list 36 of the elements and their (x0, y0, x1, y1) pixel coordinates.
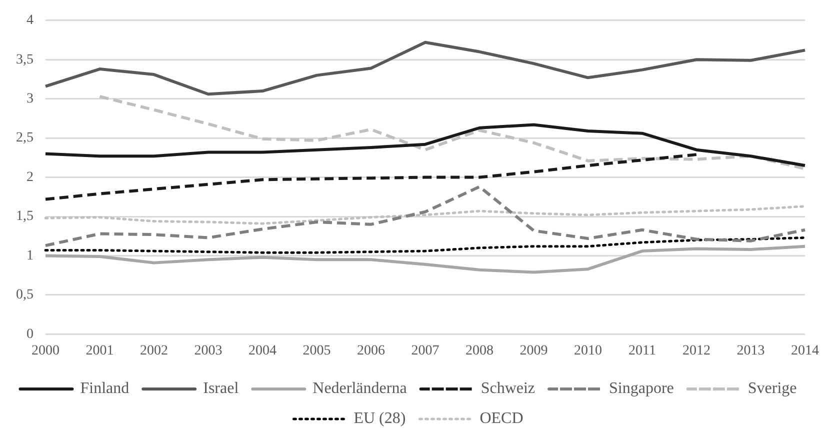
x-tick-label: 2007 (411, 343, 440, 358)
y-tick-label: 2,5 (16, 130, 34, 146)
y-tick-label: 0 (26, 326, 34, 342)
y-tick-label: 4 (26, 13, 34, 28)
y-tick-label: 1 (26, 248, 34, 264)
legend-label: Israel (203, 380, 240, 398)
x-tick-label: 2009 (520, 343, 548, 358)
x-tick-label: 2000 (32, 343, 60, 358)
line-series (44, 205, 806, 225)
legend-label: Sverige (748, 380, 797, 398)
line-series (44, 185, 806, 248)
x-tick-label: 2012 (682, 343, 710, 358)
y-tick-label: 0,5 (16, 288, 34, 303)
y-tick-label: 3 (26, 92, 34, 107)
line-series (98, 94, 806, 170)
legend-label: Schweiz (480, 380, 536, 398)
x-tick-label: 2010 (574, 343, 602, 358)
line-series (44, 236, 806, 254)
x-tick-label: 2011 (628, 343, 656, 358)
x-tick-label: 2013 (736, 343, 765, 358)
y-tick-label: 1,5 (16, 209, 34, 224)
x-tick-label: 2001 (86, 343, 114, 358)
x-tick-label: 2002 (140, 343, 168, 358)
legend-label: Finland (80, 380, 130, 398)
y-tick-label: 3,5 (16, 52, 34, 68)
y-tick-label: 2 (26, 170, 34, 185)
x-tick-label: 2014 (791, 343, 819, 358)
x-tick-label: 2006 (357, 343, 385, 358)
legend-label: OECD (480, 410, 524, 428)
legend-label: EU (28) (354, 410, 406, 428)
legend-label: Singapore (609, 380, 674, 398)
x-tick-label: 2004 (248, 343, 276, 358)
x-tick-label: 2003 (194, 343, 222, 358)
legend-label: Nederländerna (312, 380, 407, 398)
x-tick-label: 2008 (466, 343, 494, 358)
x-tick-label: 2005 (302, 343, 331, 358)
